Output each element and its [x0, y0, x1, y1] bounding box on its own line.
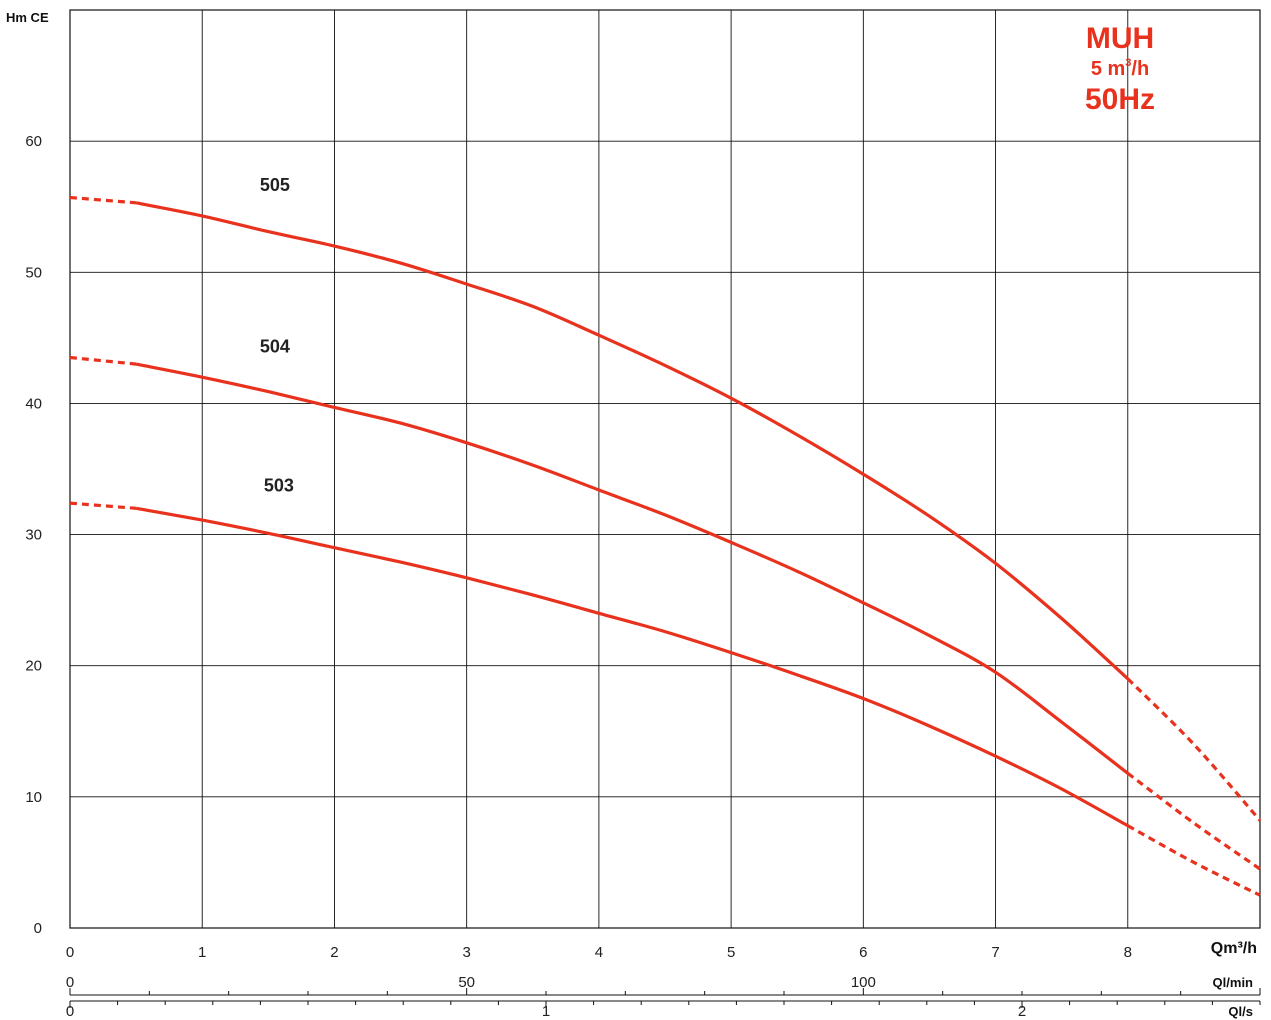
- lmin-tick-label: 100: [851, 974, 876, 991]
- curves: [69, 195, 1262, 897]
- y-axis-title: Hm CE: [6, 10, 49, 25]
- series-505: [69, 195, 1262, 822]
- x-tick-label: 8: [1124, 944, 1132, 961]
- ls-tick-label: 1: [542, 1003, 550, 1020]
- curve-503-dashed-end: [1127, 824, 1261, 897]
- curve-504-dashed-end: [1126, 772, 1261, 871]
- curve-504-solid: [135, 362, 1129, 775]
- series-label-503: 503: [264, 475, 294, 495]
- curve-505-dashed-start: [69, 195, 137, 205]
- lmin-tick-label: 50: [458, 974, 475, 991]
- ls-tick-label: 2: [1018, 1003, 1026, 1020]
- series-label-504: 504: [260, 336, 290, 356]
- x-tick-label: 4: [595, 944, 603, 961]
- axes: [69, 988, 1261, 1008]
- y-tick-label: 20: [25, 658, 42, 675]
- curve-503-dashed-start: [69, 501, 137, 510]
- curve-503-solid: [135, 506, 1129, 828]
- lmin-axis-title: Ql/min: [1213, 975, 1254, 990]
- x-tick-label: 7: [991, 944, 999, 961]
- curve-505-dashed-end: [1126, 677, 1262, 822]
- lmin-tick-label: 0: [66, 974, 74, 991]
- y-tick-label: 50: [25, 264, 42, 281]
- y-tick-label: 40: [25, 395, 42, 412]
- model-frequency: 50Hz: [1084, 83, 1156, 116]
- model-name: MUH: [1085, 22, 1155, 55]
- x-tick-label: 0: [66, 944, 74, 961]
- series-503: [69, 501, 1261, 897]
- y-tick-label: 10: [25, 789, 42, 806]
- grid: [69, 9, 1261, 929]
- curve-505-solid: [135, 201, 1129, 680]
- x-tick-label: 3: [462, 944, 470, 961]
- y-tick-label: 0: [34, 920, 42, 937]
- model-legend-box: MUH 5 m3/h 50Hz: [1050, 24, 1190, 115]
- model-flow: 5 m3/h: [1090, 57, 1150, 80]
- plot-frame: [69, 9, 1261, 929]
- x-tick-label: 6: [859, 944, 867, 961]
- x-axis-title: Qm³/h: [1211, 940, 1257, 957]
- y-tick-label: 60: [25, 133, 42, 150]
- y-tick-label: 30: [25, 527, 42, 544]
- x-tick-label: 1: [198, 944, 206, 961]
- ls-axis-title: Ql/s: [1228, 1004, 1253, 1019]
- ls-tick-label: 0: [66, 1003, 74, 1020]
- series-label-505: 505: [260, 175, 290, 195]
- x-tick-label: 5: [727, 944, 735, 961]
- curve-504-dashed-start: [69, 355, 137, 366]
- series-504: [69, 355, 1261, 871]
- x-tick-label: 2: [330, 944, 338, 961]
